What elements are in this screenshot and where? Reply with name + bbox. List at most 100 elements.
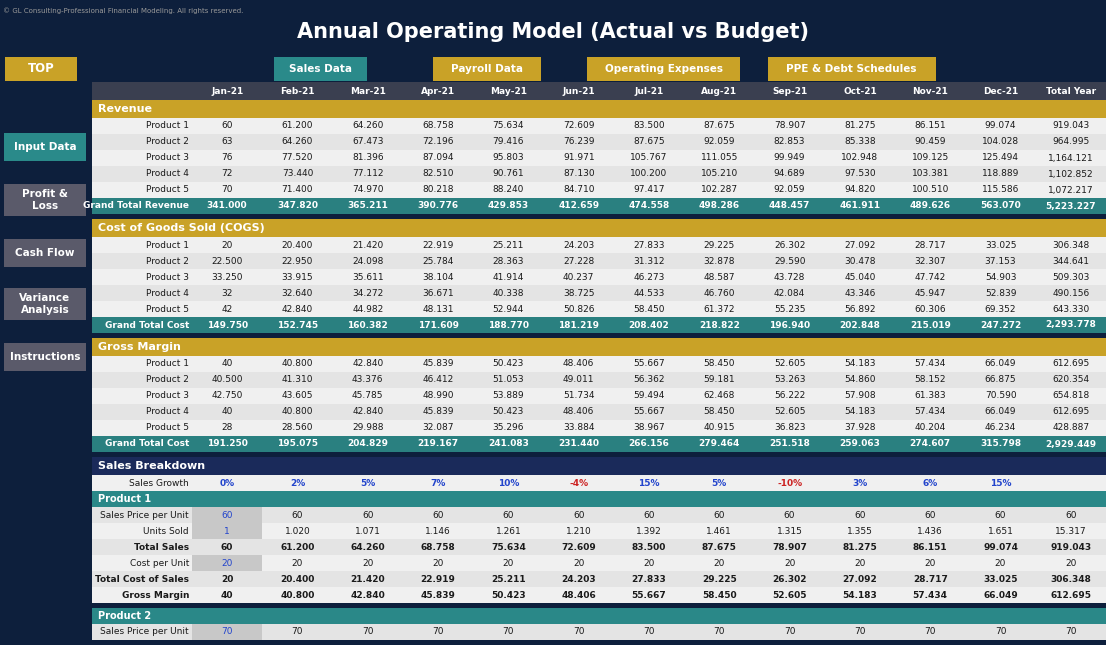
Text: 35.611: 35.611 (352, 272, 384, 281)
Text: 654.818: 654.818 (1052, 392, 1089, 401)
Text: 50.423: 50.423 (491, 591, 525, 599)
Text: 46.234: 46.234 (985, 424, 1016, 433)
Text: Mar-21: Mar-21 (349, 86, 386, 95)
Text: 40: 40 (221, 591, 233, 599)
Text: 196.940: 196.940 (769, 321, 811, 330)
Text: 42.750: 42.750 (211, 392, 243, 401)
Text: 70: 70 (713, 628, 726, 637)
Text: 42.840: 42.840 (282, 304, 313, 313)
Text: Cash Flow: Cash Flow (15, 248, 75, 258)
Text: 45.947: 45.947 (915, 288, 946, 297)
Text: 70.590: 70.590 (984, 392, 1016, 401)
Text: 58.450: 58.450 (634, 304, 665, 313)
Text: 1,102.852: 1,102.852 (1048, 170, 1094, 179)
Text: 50.826: 50.826 (563, 304, 594, 313)
Text: 1.436: 1.436 (917, 526, 943, 535)
Text: Grand Total Cost: Grand Total Cost (105, 439, 189, 448)
Text: 53.889: 53.889 (492, 392, 524, 401)
Text: 48.990: 48.990 (422, 392, 453, 401)
Text: Total Sales: Total Sales (134, 542, 189, 551)
Text: 46.412: 46.412 (422, 375, 453, 384)
Text: 60: 60 (784, 510, 795, 519)
Text: 218.822: 218.822 (699, 321, 740, 330)
Text: 20.400: 20.400 (280, 575, 314, 584)
Text: 25.211: 25.211 (491, 575, 525, 584)
Text: 26.302: 26.302 (772, 575, 807, 584)
Text: 40.338: 40.338 (492, 288, 524, 297)
Text: 97.530: 97.530 (844, 170, 876, 179)
Text: Product 5: Product 5 (146, 424, 189, 433)
Text: Feb-21: Feb-21 (280, 86, 315, 95)
Text: 70: 70 (221, 628, 233, 637)
Text: Apr-21: Apr-21 (421, 86, 456, 95)
Text: 87.675: 87.675 (634, 137, 665, 146)
Text: 509.303: 509.303 (1052, 272, 1089, 281)
Text: 26.302: 26.302 (774, 241, 805, 250)
Text: 43.605: 43.605 (282, 392, 313, 401)
Text: 70: 70 (994, 628, 1006, 637)
Text: 57.434: 57.434 (915, 408, 946, 417)
Text: 15%: 15% (990, 479, 1011, 488)
Text: 315.798: 315.798 (980, 439, 1021, 448)
Text: 70: 70 (854, 628, 866, 637)
Text: Input Data: Input Data (13, 142, 76, 152)
Text: 58.152: 58.152 (915, 375, 946, 384)
Text: 70: 70 (221, 186, 233, 195)
Text: 40.800: 40.800 (282, 408, 313, 417)
Text: 28: 28 (221, 424, 233, 433)
Text: 33.884: 33.884 (563, 424, 594, 433)
Text: 60: 60 (644, 510, 655, 519)
Text: 47.742: 47.742 (915, 272, 946, 281)
Text: 5,223.227: 5,223.227 (1045, 201, 1096, 210)
Text: 90.761: 90.761 (492, 170, 524, 179)
Text: Sales Data: Sales Data (290, 64, 352, 74)
Text: 60: 60 (221, 510, 233, 519)
Text: 22.919: 22.919 (422, 241, 453, 250)
Text: Product 4: Product 4 (146, 170, 189, 179)
Text: 60: 60 (713, 510, 726, 519)
Text: 61.200: 61.200 (280, 542, 314, 551)
Text: 1.210: 1.210 (566, 526, 592, 535)
Text: 77.520: 77.520 (282, 154, 313, 163)
Text: 83.500: 83.500 (632, 542, 666, 551)
Text: 73.440: 73.440 (282, 170, 313, 179)
Text: 87.094: 87.094 (422, 154, 453, 163)
Text: 45.839: 45.839 (422, 359, 453, 368)
Text: 94.689: 94.689 (774, 170, 805, 179)
Text: Gross Margin: Gross Margin (122, 591, 189, 599)
Text: Profit &
Loss: Profit & Loss (22, 189, 67, 211)
Text: 75.634: 75.634 (491, 542, 525, 551)
Text: 964.995: 964.995 (1052, 137, 1089, 146)
Text: 60.306: 60.306 (915, 304, 946, 313)
Text: 1.146: 1.146 (425, 526, 451, 535)
Text: 306.348: 306.348 (1051, 575, 1092, 584)
Text: 20: 20 (221, 559, 233, 568)
Text: 84.710: 84.710 (563, 186, 594, 195)
Text: Jul-21: Jul-21 (635, 86, 664, 95)
Text: 60: 60 (221, 121, 233, 130)
Text: 72: 72 (221, 170, 233, 179)
Text: 32.640: 32.640 (282, 288, 313, 297)
Text: 59.181: 59.181 (703, 375, 735, 384)
Text: 40.915: 40.915 (703, 424, 735, 433)
Text: 38.725: 38.725 (563, 288, 594, 297)
Text: 52.605: 52.605 (774, 408, 805, 417)
Text: 29.988: 29.988 (352, 424, 384, 433)
Text: 1.461: 1.461 (707, 526, 732, 535)
Text: May-21: May-21 (490, 86, 526, 95)
Text: 99.949: 99.949 (774, 154, 805, 163)
Text: 60: 60 (925, 510, 936, 519)
Text: 1,072.217: 1,072.217 (1048, 186, 1094, 195)
Text: 61.383: 61.383 (915, 392, 946, 401)
Text: 48.406: 48.406 (563, 408, 594, 417)
Text: 102.287: 102.287 (701, 186, 738, 195)
Text: 72.196: 72.196 (422, 137, 453, 146)
Text: 87.130: 87.130 (563, 170, 595, 179)
Text: PPE & Debt Schedules: PPE & Debt Schedules (786, 64, 917, 74)
Text: 69.352: 69.352 (984, 304, 1016, 313)
Text: 85.338: 85.338 (844, 137, 876, 146)
Text: 41.914: 41.914 (492, 272, 524, 281)
Text: 25.784: 25.784 (422, 257, 453, 266)
Text: Total Cost of Sales: Total Cost of Sales (95, 575, 189, 584)
Text: 125.494: 125.494 (982, 154, 1019, 163)
